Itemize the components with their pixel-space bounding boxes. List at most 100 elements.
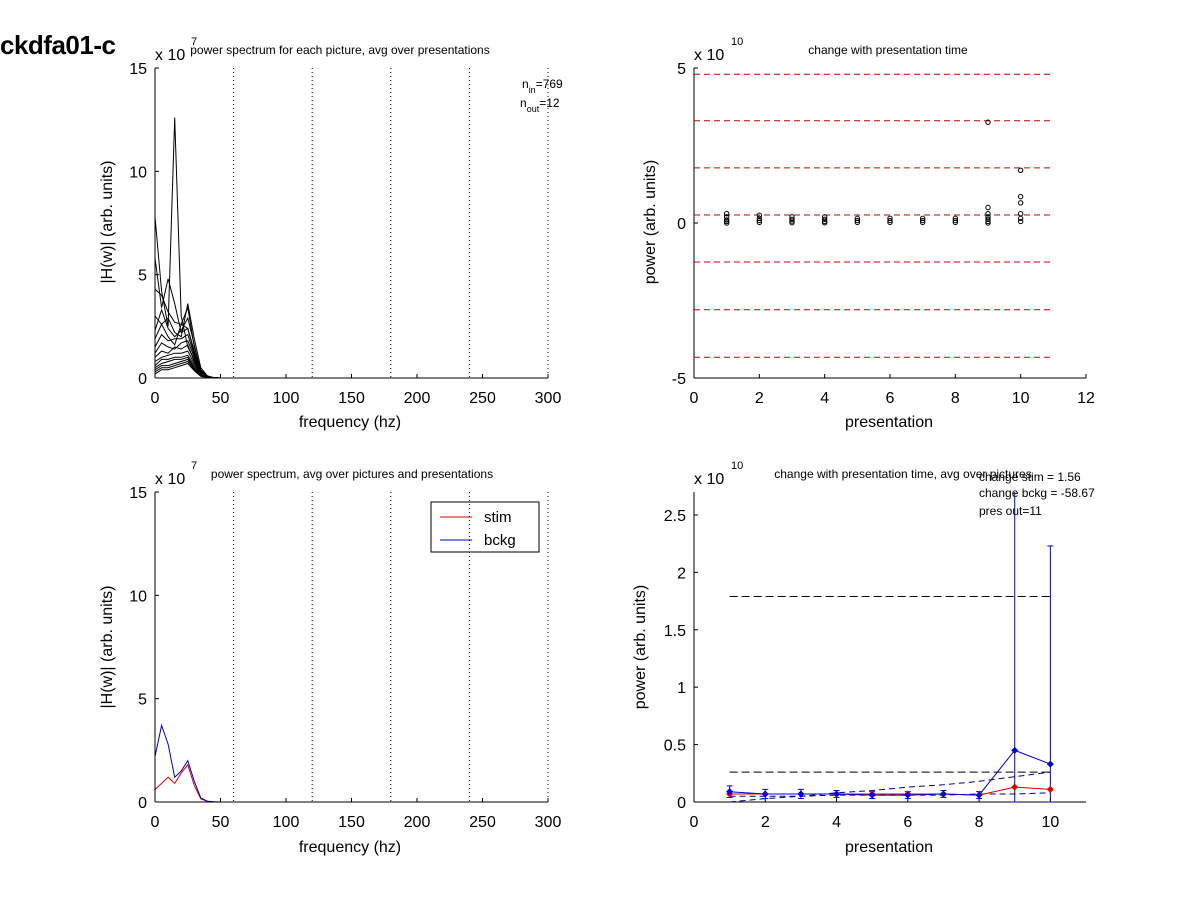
- svg-text:nout=12: nout=12: [520, 96, 560, 114]
- data-point: [723, 220, 730, 226]
- x-tick-label: 0: [151, 814, 160, 831]
- y-multiplier: x 10: [155, 471, 185, 488]
- y-multiplier-exponent: 10: [731, 36, 743, 48]
- legend-box: [430, 501, 540, 553]
- data-point: [723, 211, 730, 217]
- panel-change-avg: change with presentation time, avg over …: [632, 460, 1095, 856]
- y-multiplier-exponent: 10: [731, 460, 743, 472]
- spectrum-line: [154, 117, 548, 379]
- x-tick-label: 6: [903, 814, 912, 831]
- spectrum-line: [154, 350, 548, 379]
- chart-title: change with presentation time, avg over …: [774, 467, 1031, 481]
- series-line-bckg: [729, 749, 1051, 796]
- y-tick-label: 1.5: [664, 623, 686, 640]
- data-point-bckg: [726, 788, 734, 796]
- data-point: [985, 216, 991, 222]
- data-point: [985, 220, 991, 226]
- y-tick-label: 10: [129, 164, 147, 181]
- x-tick-label: 4: [832, 814, 841, 831]
- x-tick-label: 12: [1077, 390, 1095, 407]
- x-tick-label: 8: [975, 814, 984, 831]
- x-tick-label: 0: [151, 390, 160, 407]
- y-multiplier-exponent: 7: [191, 36, 197, 48]
- data-point-bckg: [1011, 746, 1019, 754]
- spectrum-line: [154, 344, 548, 379]
- x-axis-label: frequency (hz): [299, 839, 401, 856]
- data-point-bckg: [939, 790, 947, 798]
- spectrum-line: [154, 288, 548, 379]
- y-tick-label: 1: [677, 680, 686, 697]
- series-line-stim: [154, 763, 548, 803]
- spectrum-line: [154, 323, 548, 379]
- data-point-stim: [1046, 785, 1054, 793]
- data-point-bckg: [797, 790, 805, 798]
- x-tick-label: 0: [690, 390, 699, 407]
- data-point: [952, 219, 959, 226]
- legend-label-bckg: bckg: [484, 532, 516, 549]
- legend: stim bckg: [430, 501, 540, 553]
- y-tick-label: 5: [138, 692, 147, 709]
- data-point: [985, 204, 991, 211]
- series-line-bckg: [154, 723, 548, 803]
- data-point: [1017, 215, 1024, 222]
- panel-change-presentation-time: change with presentation time x 10 10 pr…: [642, 36, 1095, 431]
- spectrum-line: [154, 258, 548, 379]
- x-tick-label: 4: [820, 390, 829, 407]
- x-tick-label: 150: [338, 814, 365, 831]
- data-point: [985, 119, 991, 125]
- panel-spectrum-each-picture: power spectrum for each picture, avg ove…: [99, 36, 563, 431]
- y-tick-label: 0: [677, 216, 686, 233]
- y-tick-label: 0: [138, 795, 147, 812]
- annotation-change-bckg: change bckg = -58.67: [979, 486, 1095, 500]
- spectrum-line: [154, 362, 548, 379]
- legend-label-stim: stim: [484, 509, 512, 526]
- y-axis-label: power (arb. units): [632, 585, 649, 710]
- data-point-bckg: [975, 791, 983, 799]
- data-point: [854, 219, 861, 226]
- y-tick-label: 0.5: [664, 738, 686, 755]
- data-point: [1017, 218, 1024, 225]
- y-tick-label: -5: [672, 371, 686, 388]
- x-tick-label: 10: [1041, 814, 1059, 831]
- data-point: [756, 212, 763, 218]
- chart-title: power spectrum for each picture, avg ove…: [190, 43, 489, 57]
- x-tick-label: 2: [761, 814, 770, 831]
- x-tick-label: 0: [690, 814, 699, 831]
- data-point: [756, 219, 763, 226]
- y-multiplier: x 10: [694, 471, 724, 488]
- spectrum-line: [154, 333, 548, 379]
- x-axis-label: presentation: [845, 839, 933, 856]
- data-point: [854, 217, 861, 224]
- spectrum-line: [154, 340, 548, 379]
- data-point-stim: [1011, 783, 1019, 791]
- x-tick-label: 250: [469, 814, 496, 831]
- spectrum-line: [154, 308, 548, 379]
- x-tick-label: 150: [338, 390, 365, 407]
- y-tick-label: 10: [129, 588, 147, 605]
- annotation-change-stim: change stim = 1.56: [979, 470, 1081, 484]
- y-axis-label: |H(w)| (arb. units): [99, 586, 116, 709]
- x-tick-label: 200: [404, 390, 431, 407]
- sample-count-annotation: nin=769 nout=12: [520, 77, 563, 114]
- y-tick-label: 5: [138, 268, 147, 285]
- data-point: [985, 211, 991, 217]
- x-tick-label: 2: [755, 390, 764, 407]
- data-point: [887, 217, 893, 224]
- figure-title: ckdfa01-c: [0, 30, 116, 60]
- y-tick-label: 0: [677, 795, 686, 812]
- x-axis-label: presentation: [845, 414, 933, 431]
- data-point-bckg: [904, 791, 912, 799]
- y-tick-label: 15: [129, 485, 147, 502]
- x-tick-label: 300: [535, 390, 562, 407]
- data-point: [1017, 200, 1024, 206]
- y-tick-label: 0: [138, 371, 147, 388]
- y-tick-label: 2: [677, 565, 686, 582]
- x-tick-label: 10: [1012, 390, 1030, 407]
- y-multiplier: x 10: [155, 47, 185, 64]
- y-multiplier-exponent: 7: [191, 460, 197, 472]
- data-point: [821, 219, 828, 226]
- data-point-bckg: [833, 790, 841, 798]
- trend-line-bckg: [729, 771, 1051, 803]
- annotation-pres-out: pres out=11: [979, 504, 1042, 518]
